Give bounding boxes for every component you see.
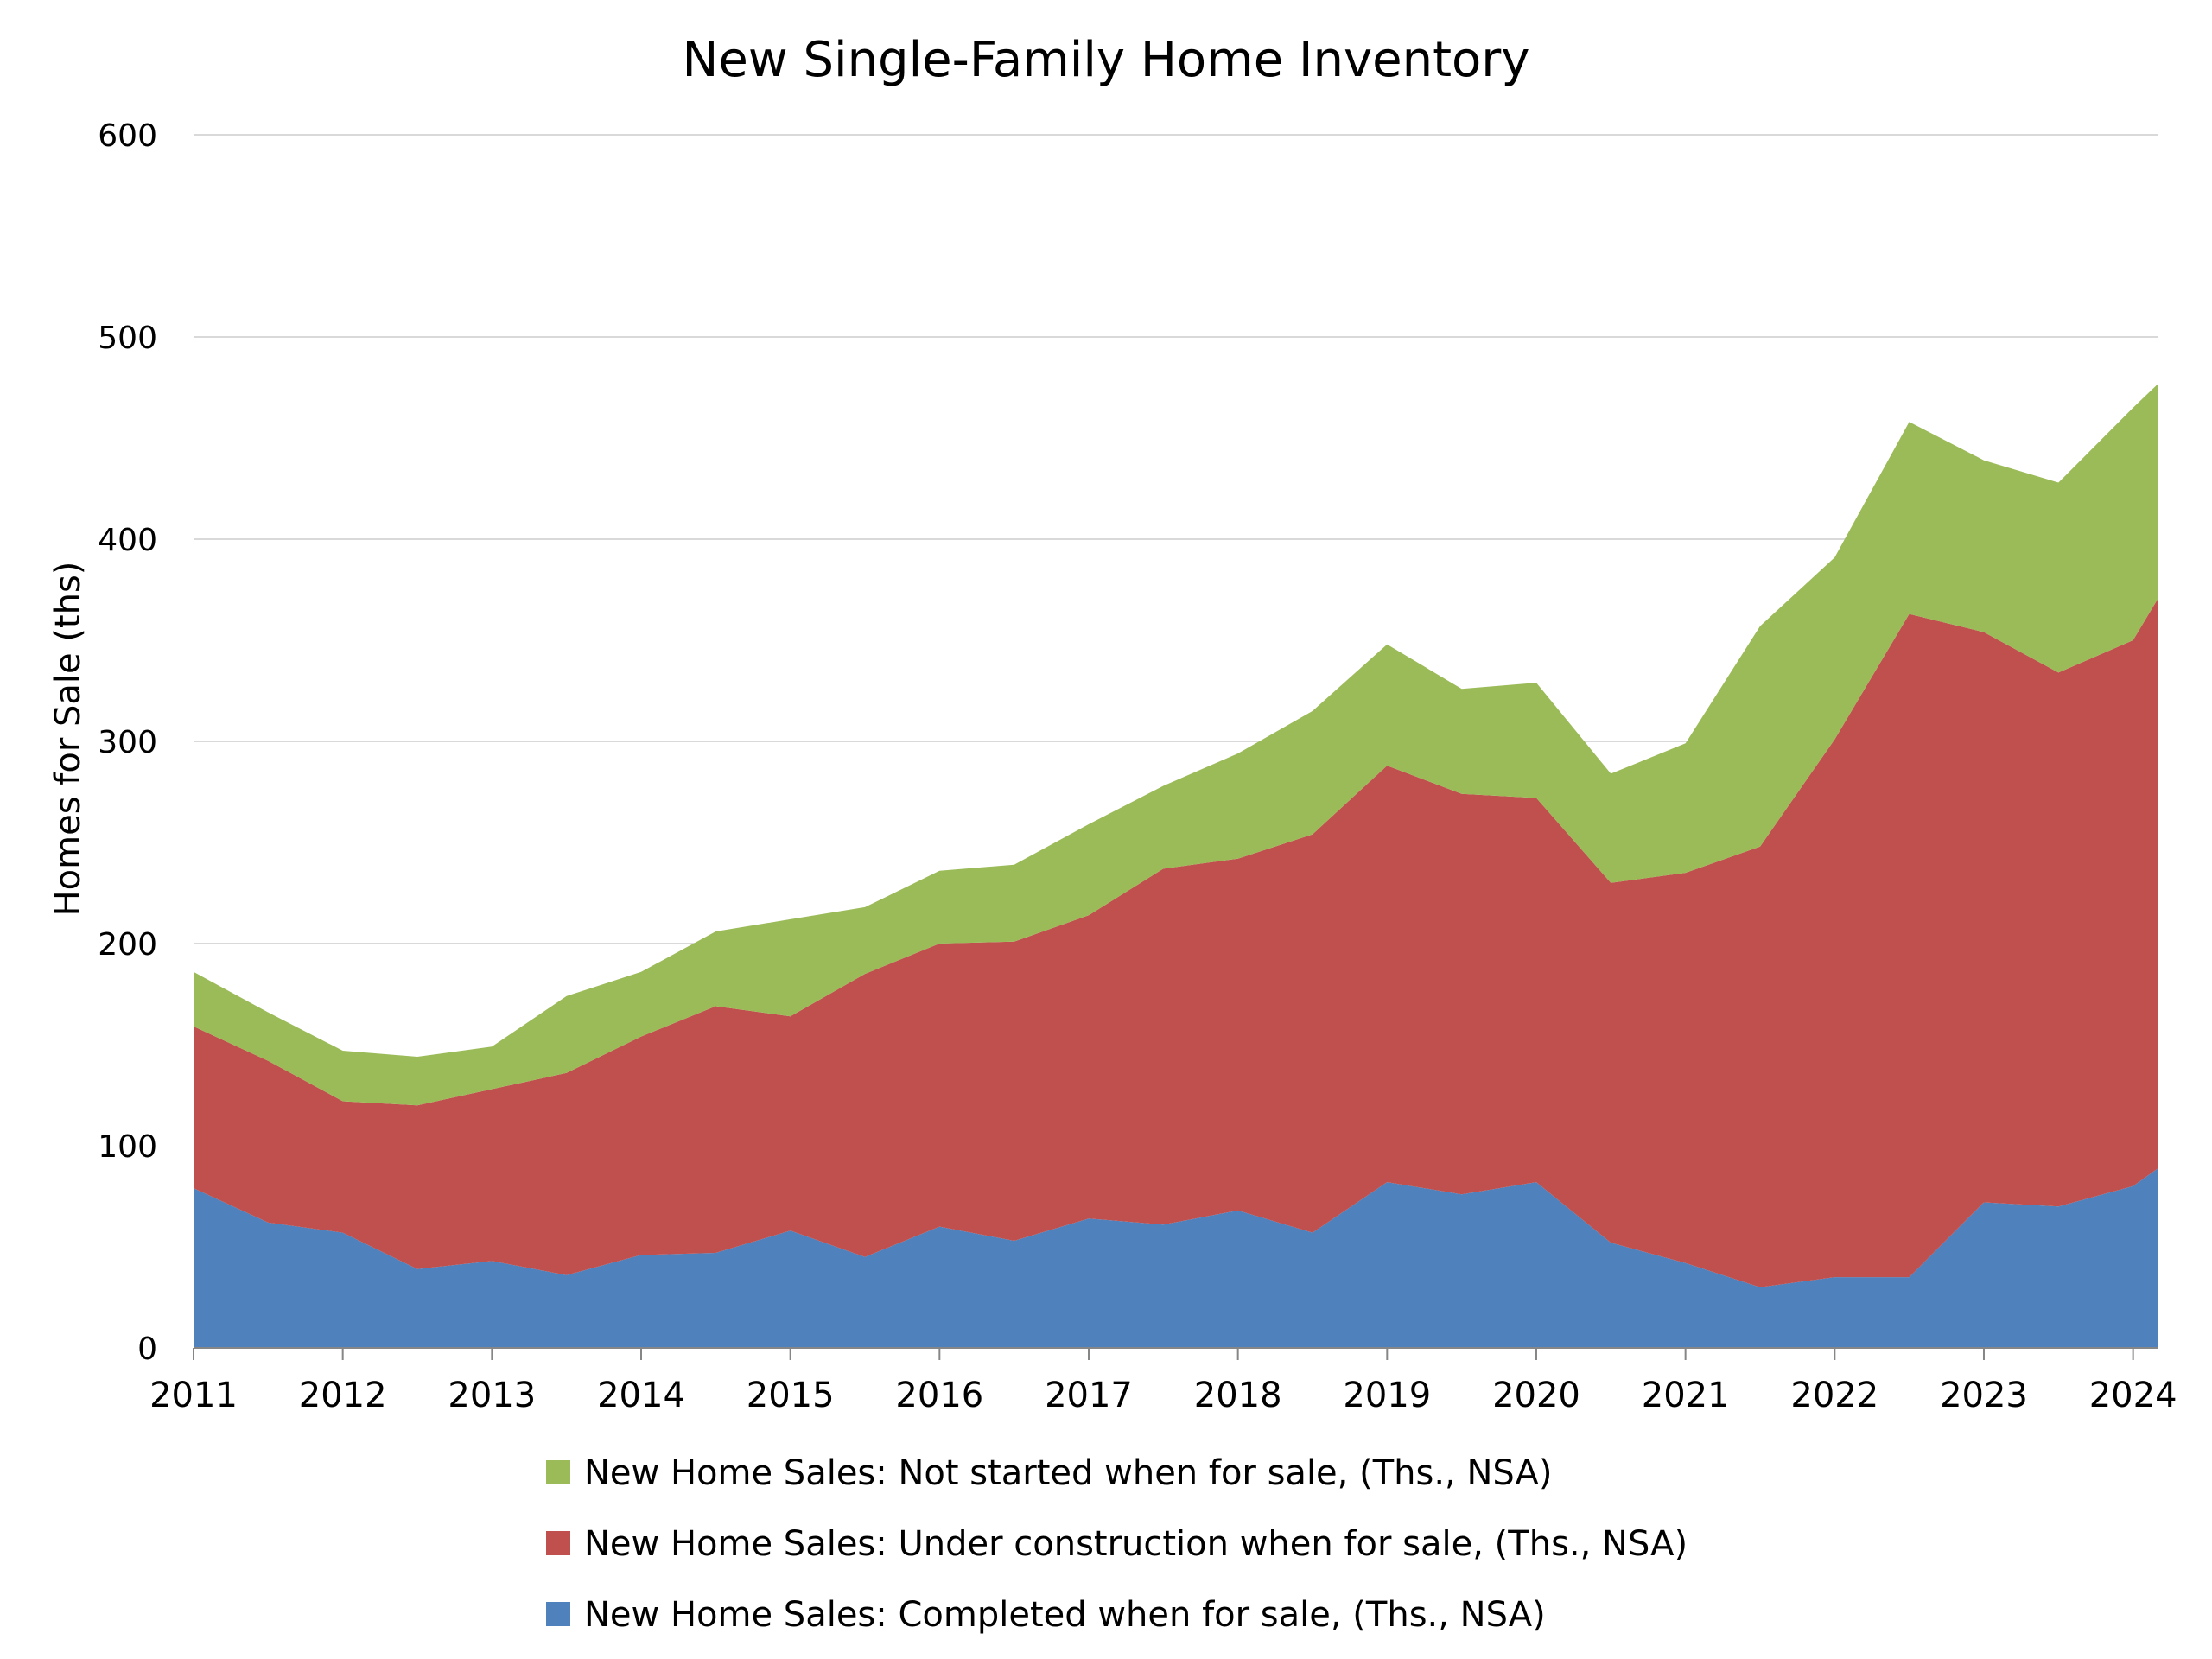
- y-tick-label: 0: [137, 1332, 157, 1367]
- x-tick-label: 2012: [299, 1376, 387, 1415]
- x-tick-label: 2017: [1045, 1376, 1133, 1415]
- y-axis-label: Homes for Sale (ths): [48, 562, 88, 917]
- area-series-2: [194, 597, 2158, 1287]
- y-tick-label: 500: [98, 321, 157, 356]
- area-series: [194, 383, 2158, 1348]
- y-tick-label: 600: [98, 118, 157, 154]
- axes: 0 100 200 300 400 500 600 2011 2012 2013 2014 2015 2…: [98, 118, 2177, 1415]
- legend-label-3: New Home Sales: Not started when for sal…: [584, 1453, 1553, 1493]
- x-tick-label: 2019: [1343, 1376, 1431, 1415]
- x-tick-label: 2023: [1940, 1376, 2028, 1415]
- legend-swatch-2: [546, 1531, 570, 1555]
- y-tick-label: 200: [98, 927, 157, 963]
- x-tick-label: 2015: [747, 1376, 835, 1415]
- legend-label-1: New Home Sales: Completed when for sale,…: [584, 1595, 1546, 1635]
- x-tick-label: 2020: [1492, 1376, 1580, 1415]
- x-tick-label: 2024: [2089, 1376, 2177, 1415]
- x-tick-label: 2011: [149, 1376, 238, 1415]
- legend-label-2: New Home Sales: Under construction when …: [584, 1524, 1688, 1564]
- y-tick-label: 300: [98, 725, 157, 760]
- x-tick-label: 2016: [895, 1376, 983, 1415]
- area-series-1: [194, 1167, 2158, 1348]
- x-tick-label: 2018: [1194, 1376, 1282, 1415]
- x-tick-label: 2022: [1790, 1376, 1878, 1415]
- y-tick-label: 400: [98, 523, 157, 558]
- y-tick-label: 100: [98, 1129, 157, 1165]
- x-tick-label: 2013: [448, 1376, 536, 1415]
- chart-title: New Single-Family Home Inventory: [683, 32, 1530, 88]
- legend-swatch-1: [546, 1602, 570, 1626]
- area-series-3: [194, 383, 2158, 1106]
- x-tick-label: 2014: [597, 1376, 685, 1415]
- x-tick-label: 2021: [1642, 1376, 1730, 1415]
- legend: New Home Sales: Not started when for sal…: [546, 1453, 1688, 1635]
- legend-swatch-3: [546, 1460, 570, 1484]
